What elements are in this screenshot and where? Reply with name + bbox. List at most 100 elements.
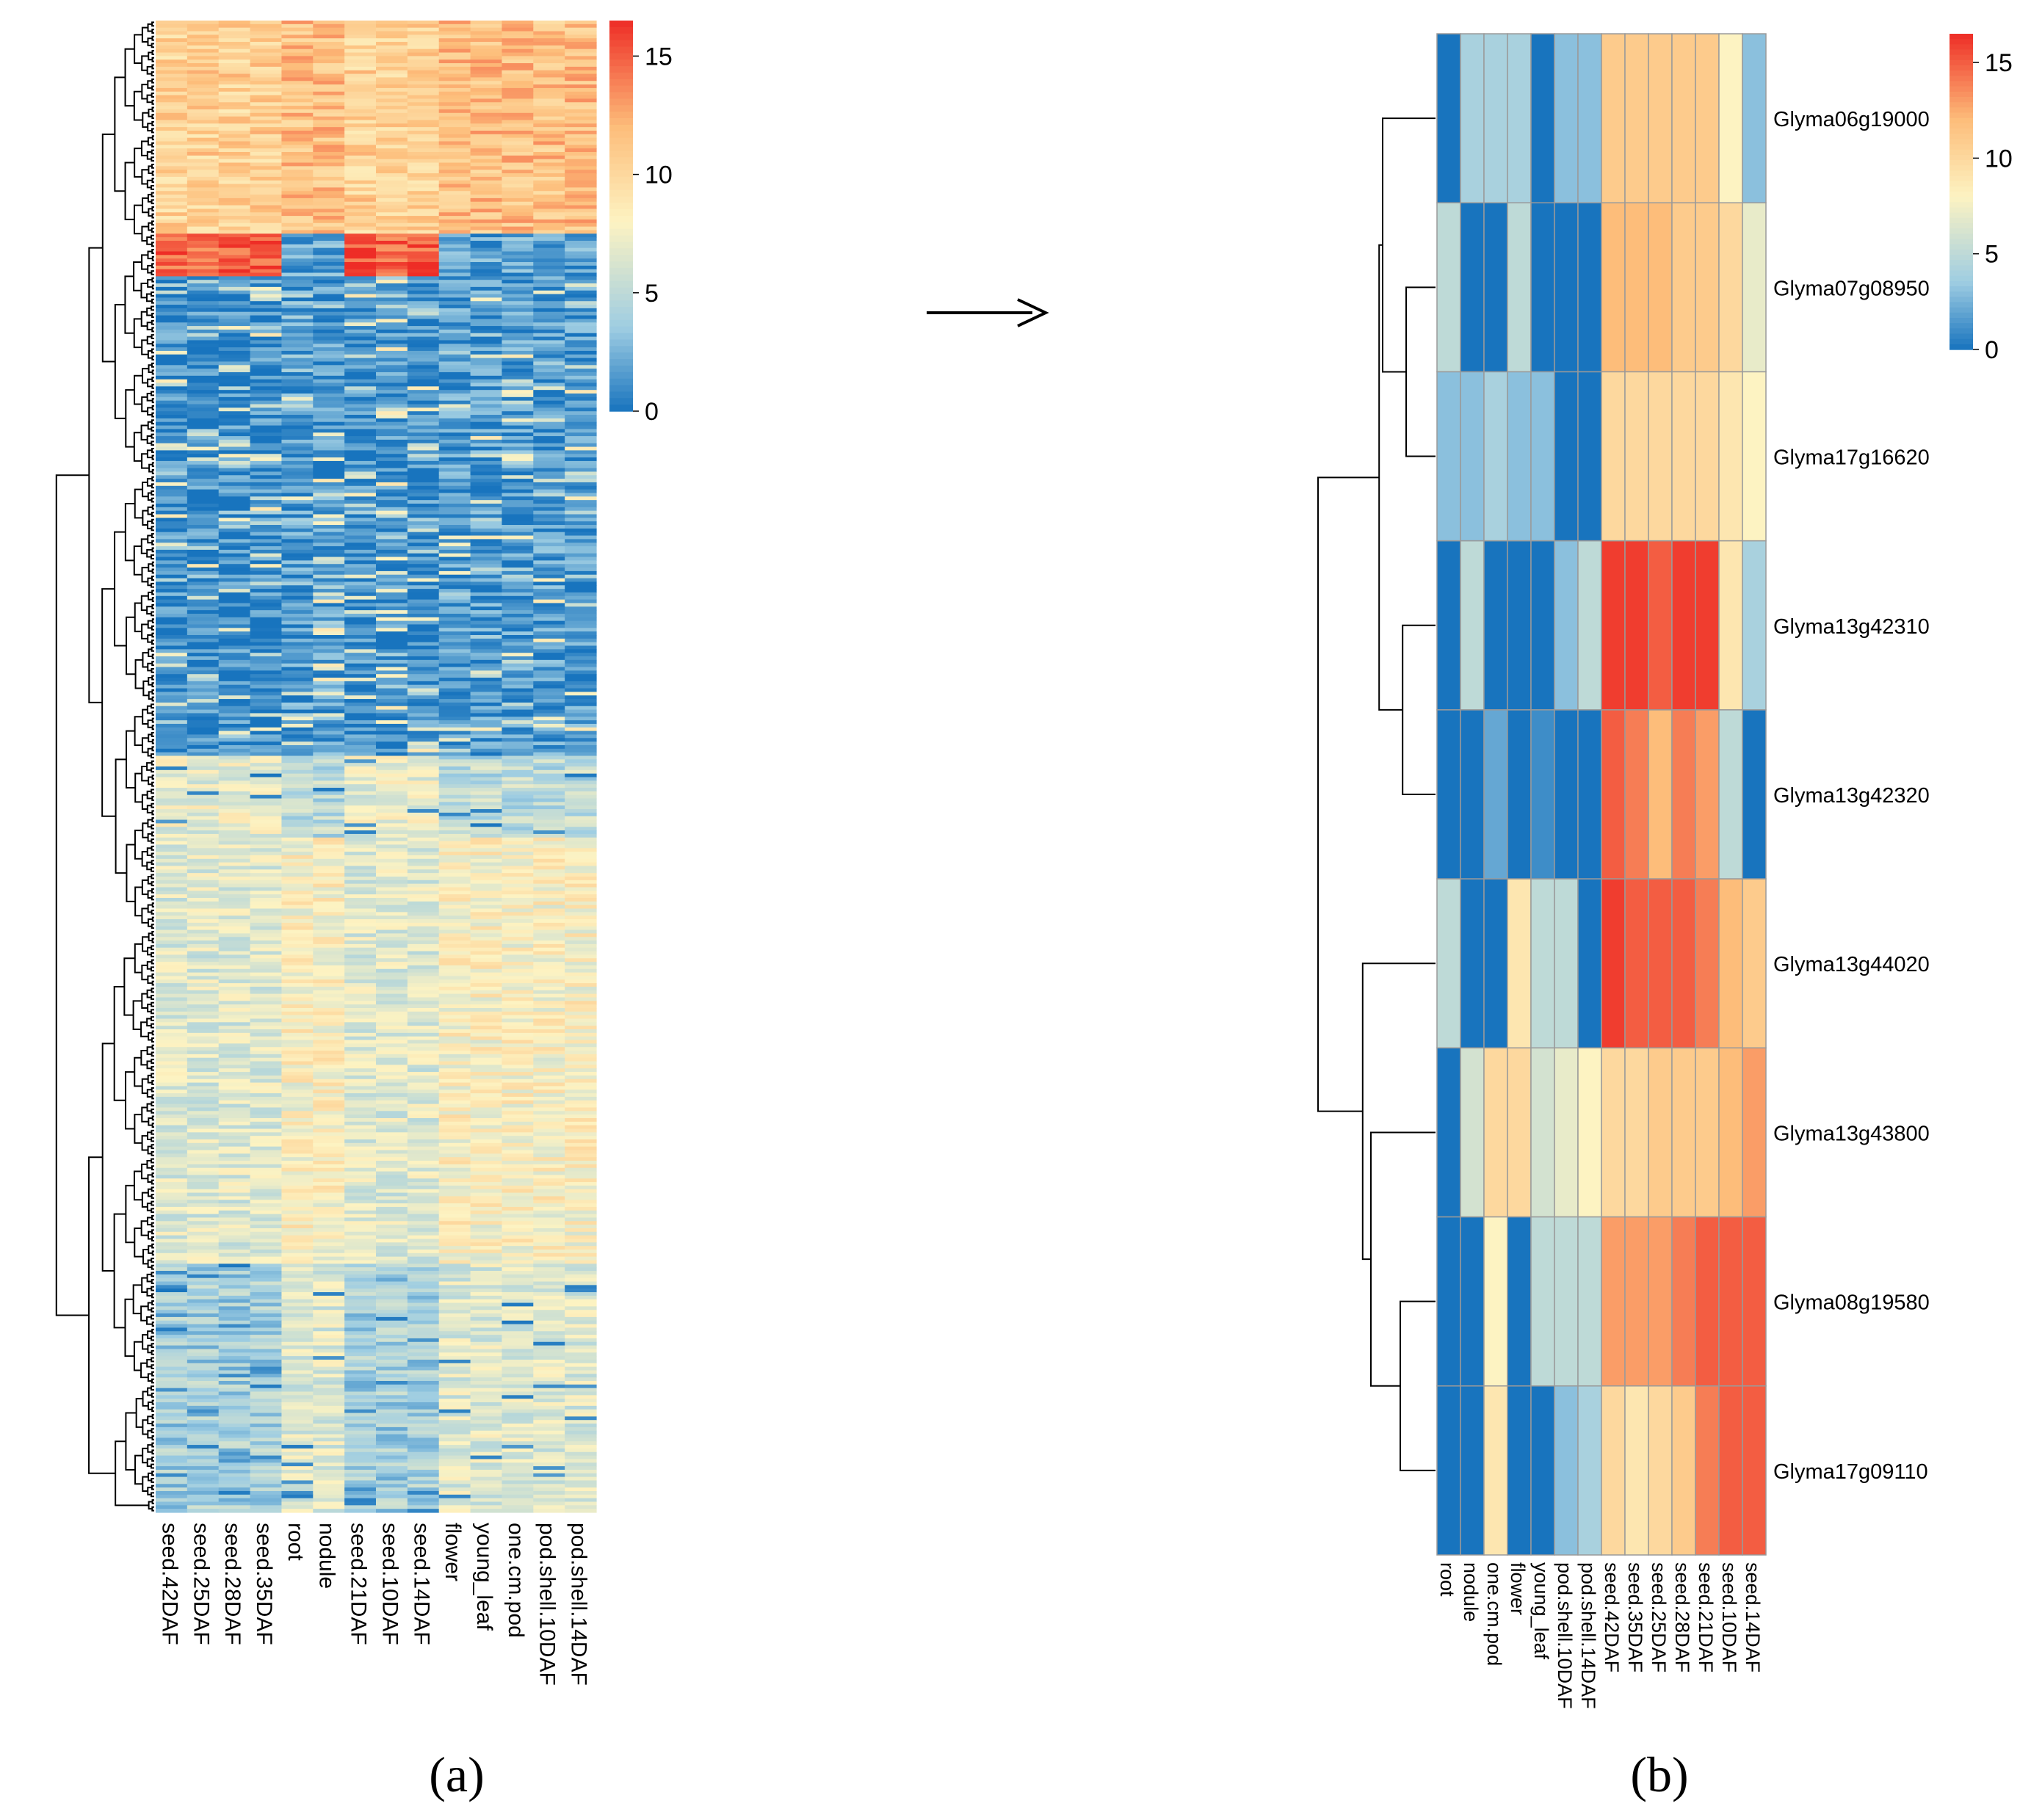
heatmap-cell [470, 56, 503, 60]
heatmap-cell [438, 507, 471, 512]
heatmap-cell [250, 145, 283, 149]
heatmap-cell [533, 589, 565, 593]
heatmap-cell [344, 887, 377, 891]
heatmap-cell [250, 589, 283, 593]
heatmap-cell [470, 670, 503, 675]
heatmap-cell [250, 383, 283, 387]
heatmap-cell [376, 730, 408, 736]
heatmap-cell [250, 197, 283, 203]
heatmap-cell [407, 1096, 440, 1101]
heatmap-cell [156, 777, 188, 781]
heatmap-cell [376, 784, 408, 788]
dendrogram-branch [151, 1094, 154, 1100]
heatmap-cell [470, 87, 503, 93]
heatmap-cell [533, 1078, 565, 1084]
heatmap-cell [376, 734, 408, 739]
heatmap-cell [438, 713, 471, 717]
heatmap-cell [187, 81, 220, 85]
heatmap-cell [470, 1029, 503, 1034]
heatmap-cell [376, 1057, 408, 1062]
heatmap-cell [250, 794, 283, 800]
heatmap-cell [438, 460, 471, 465]
heatmap-cell [376, 485, 408, 490]
heatmap-cell [218, 1103, 251, 1109]
heatmap-cell [250, 656, 283, 661]
heatmap-cell [565, 1096, 597, 1101]
heatmap-cell [438, 347, 471, 352]
heatmap-cell [438, 66, 471, 71]
heatmap-cell [156, 1132, 188, 1136]
heatmap-cell [250, 763, 283, 767]
heatmap-cell [218, 1054, 251, 1059]
heatmap-cell [533, 880, 565, 885]
heatmap-cell [281, 819, 314, 824]
heatmap-cell [250, 684, 283, 689]
dendrogram-branch [151, 625, 154, 631]
heatmap-cell [565, 209, 597, 213]
heatmap-cell [407, 365, 440, 369]
heatmap-cell [281, 1164, 314, 1169]
dendrogram-branch [151, 661, 154, 667]
heatmap-cell [344, 226, 377, 231]
heatmap-cell [344, 369, 377, 373]
dendrogram-branch [151, 135, 154, 141]
heatmap-cell [313, 1153, 345, 1158]
dendrogram-branch [125, 1184, 135, 1244]
heatmap-cell [533, 891, 565, 895]
heatmap-cell [565, 929, 597, 934]
heatmap-cell [281, 251, 314, 255]
heatmap-cell [344, 699, 377, 703]
heatmap-cell [187, 421, 220, 427]
heatmap-cell [281, 780, 314, 785]
heatmap-cell [187, 1011, 220, 1016]
heatmap-cell [376, 972, 408, 977]
heatmap-cell [218, 532, 251, 537]
heatmap-cell [438, 784, 471, 788]
heatmap-cell [376, 1032, 408, 1037]
heatmap-cell [376, 780, 408, 785]
heatmap-cell [502, 954, 534, 959]
heatmap-cell [376, 45, 408, 50]
heatmap-cell [376, 1153, 408, 1158]
heatmap-cell [438, 251, 471, 255]
heatmap-cell [376, 81, 408, 85]
heatmap-cell [344, 1111, 377, 1115]
heatmap-cell [250, 755, 283, 760]
heatmap-cell [313, 1004, 345, 1009]
heatmap-cell [250, 788, 283, 792]
heatmap-cell [344, 439, 377, 444]
heatmap-cell [470, 798, 503, 802]
heatmap-cell [250, 358, 283, 363]
heatmap-cell [502, 595, 534, 601]
heatmap-cell [533, 255, 565, 259]
dendrogram-branch [141, 766, 149, 782]
heatmap-cell [250, 869, 283, 874]
heatmap-cell [565, 191, 597, 195]
heatmap-cell [502, 933, 534, 938]
heatmap-cell [565, 841, 597, 846]
heatmap-cell [281, 137, 314, 142]
heatmap-cell [313, 887, 345, 891]
heatmap-cell [502, 916, 534, 920]
heatmap-cell [407, 1075, 440, 1080]
heatmap-cell [313, 844, 345, 849]
heatmap-cell [250, 1178, 283, 1183]
heatmap-cell [250, 130, 283, 135]
heatmap-cell [565, 1004, 597, 1009]
heatmap-cell [344, 645, 377, 650]
heatmap-cell [376, 873, 408, 877]
dendrogram-branch [142, 368, 149, 384]
heatmap-cell [156, 901, 188, 906]
heatmap-cell [565, 237, 597, 242]
heatmap-cell [565, 880, 597, 885]
heatmap-cell [502, 375, 534, 380]
heatmap-cell [344, 738, 377, 742]
heatmap-cell [187, 788, 220, 792]
dendrogram-branch [147, 279, 153, 288]
heatmap-cell [156, 613, 188, 618]
heatmap-cell [438, 1082, 471, 1087]
heatmap-cell [407, 713, 440, 717]
heatmap-cell [533, 919, 565, 924]
heatmap-cell [438, 578, 471, 583]
heatmap-cell [250, 592, 283, 597]
